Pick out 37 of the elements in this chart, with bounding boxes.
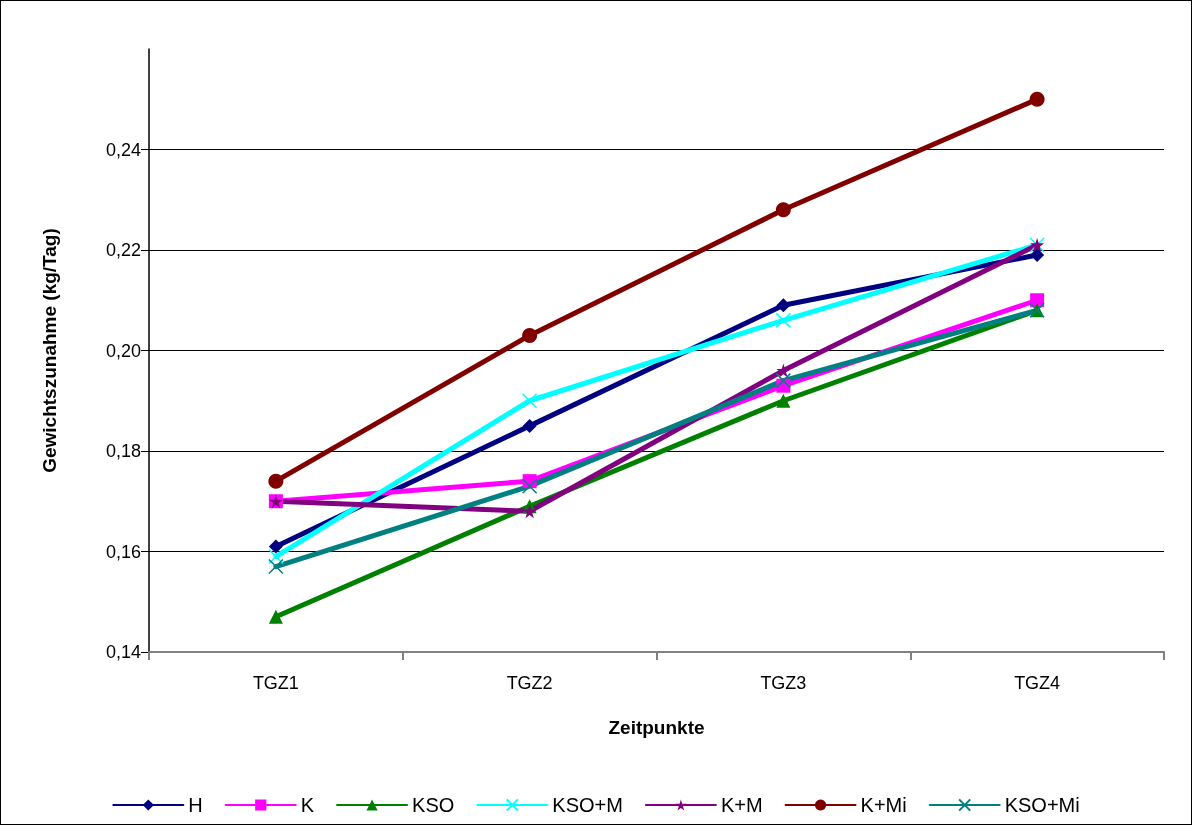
x-axis-title: Zeitpunkte — [608, 717, 705, 738]
point — [522, 418, 537, 433]
point — [1030, 248, 1045, 263]
point — [1029, 91, 1045, 107]
y-tick-label: 0,16 — [105, 541, 141, 562]
point — [268, 609, 283, 624]
legend-label: H — [188, 794, 203, 816]
x-tick-label: TGZ2 — [506, 673, 553, 693]
x-tick-label: TGZ4 — [1014, 673, 1061, 693]
point — [521, 393, 538, 409]
legend-label: KSO+M — [552, 794, 623, 816]
legend-label: KSO — [412, 794, 455, 816]
y-tick-label: 0,24 — [105, 139, 141, 160]
y-tick-label: 0,22 — [105, 240, 141, 260]
legend-label: K+Mi — [860, 794, 907, 816]
legend-label: K+M — [720, 794, 763, 816]
point — [268, 558, 284, 575]
point — [775, 372, 792, 389]
y-tick-label: 0,14 — [105, 642, 141, 662]
legend-label: KSO+Mi — [1004, 794, 1080, 816]
point — [776, 298, 791, 313]
y-tick-label: 0,18 — [105, 441, 141, 461]
point — [775, 312, 792, 329]
point — [776, 363, 791, 378]
x-tick-label: TGZ3 — [760, 673, 807, 693]
point — [268, 539, 283, 554]
x-tick-label: TGZ1 — [252, 673, 299, 693]
point — [268, 473, 284, 489]
y-tick-label: 0,20 — [105, 340, 141, 361]
point — [776, 393, 791, 408]
point — [522, 327, 538, 343]
point — [775, 202, 791, 218]
point — [268, 548, 284, 565]
point — [522, 504, 537, 519]
legend-label: K — [300, 794, 315, 816]
point — [521, 478, 538, 494]
y-axis-title: Gewichtszunahme (kg/Tag) — [39, 228, 60, 473]
